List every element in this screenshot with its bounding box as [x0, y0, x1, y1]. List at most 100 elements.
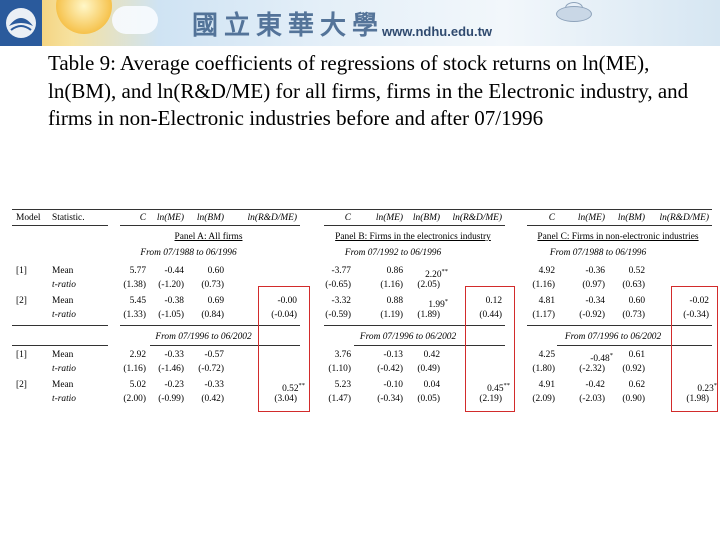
row-statistic: t-ratio: [52, 394, 76, 404]
header-coef-a-2: ln(BM): [196, 213, 224, 223]
table-cell-b-0: -3.77: [331, 266, 351, 276]
period-before-a: From 07/1988 to 06/1996: [140, 248, 237, 258]
table-cell-a-3: (-0.04): [271, 310, 297, 320]
table-cell-c-2: 0.52: [628, 266, 645, 276]
header-model: Model: [16, 213, 41, 223]
row-statistic: Mean: [52, 350, 74, 360]
table-cell-a-2: (-0.72): [198, 364, 224, 374]
row-statistic: Mean: [52, 266, 74, 276]
table-cell-c-2: (0.90): [622, 394, 645, 404]
ufo-icon: [556, 6, 592, 22]
table-cell-c-2: (0.63): [622, 280, 645, 290]
sun-decoration: [56, 0, 112, 34]
table-caption: Table 9: Average coefficients of regress…: [48, 51, 689, 130]
table-cell-a-0: (1.16): [123, 364, 146, 374]
school-name-logo: 國立東華大學: [192, 11, 385, 41]
highlight-box-rd-column: [671, 286, 718, 412]
mid-rule-2-a: [150, 345, 300, 346]
mid-rule-left: [12, 325, 108, 326]
header-rule-c: [527, 225, 712, 226]
table-cell-b-0: (1.47): [328, 394, 351, 404]
table-cell-a-2: -0.57: [204, 350, 224, 360]
table-cell-c-1: (-2.03): [579, 394, 605, 404]
table-cell-a-0: 5.45: [129, 296, 146, 306]
table-cell-b-1: 0.86: [386, 266, 403, 276]
panel-title-b: Panel B: Firms in the electronics indust…: [335, 232, 491, 242]
table-cell-c-0: 4.25: [538, 350, 555, 360]
table-cell-b-1: -0.13: [383, 350, 403, 360]
table-cell-c-1: (-2.32): [579, 364, 605, 374]
table-cell-b-0: (-0.65): [325, 280, 351, 290]
table-cell-c-0: (2.09): [532, 394, 555, 404]
header-rule-a: [120, 225, 300, 226]
row-statistic: t-ratio: [52, 280, 76, 290]
table-cell-b-2: 0.42: [423, 350, 440, 360]
table-cell-b-3: (0.44): [479, 310, 502, 320]
table-cell-a-0: 2.92: [129, 350, 146, 360]
table-cell-b-2: 1.99*: [428, 298, 448, 310]
table-cell-a-0: (1.38): [123, 280, 146, 290]
table-cell-a-0: (1.33): [123, 310, 146, 320]
header-coef-a-3: ln(R&D/ME): [247, 213, 297, 223]
table-cell-b-3: 0.12: [485, 296, 502, 306]
table-cell-a-0: 5.77: [129, 266, 146, 276]
table-cell-c-3: 0.23*: [697, 382, 717, 394]
mid-rule-b: [324, 325, 505, 326]
cloud-decoration: [112, 6, 158, 34]
table-cell-b-0: (-0.59): [325, 310, 351, 320]
table-cell-b-2: (1.89): [417, 310, 440, 320]
mid-rule-2-b: [354, 345, 505, 346]
table-cell-c-2: 0.62: [628, 380, 645, 390]
mid-rule-c: [527, 325, 712, 326]
table-cell-b-1: (1.19): [380, 310, 403, 320]
row-model: [1]: [16, 266, 27, 276]
row-model: [2]: [16, 296, 27, 306]
table-cell-a-2: (0.42): [201, 394, 224, 404]
table-cell-c-2: 0.61: [628, 350, 645, 360]
header-coef-a-0: C: [139, 213, 146, 223]
university-logo: [0, 0, 42, 46]
significance-mark: **: [441, 268, 449, 275]
table-cell-b-0: 5.23: [334, 380, 351, 390]
period-after-c: From 07/1996 to 06/2002: [564, 332, 662, 342]
table-cell-a-0: 5.02: [129, 380, 146, 390]
table-cell-a-3: 0.52**: [282, 382, 306, 394]
significance-mark: *: [609, 352, 613, 359]
table-cell-b-2: 2.20**: [425, 268, 449, 280]
significance-mark: **: [298, 382, 306, 389]
website-url: www.ndhu.edu.tw: [382, 24, 493, 39]
table-cell-c-1: (-0.92): [579, 310, 605, 320]
table-cell-c-0: 4.91: [538, 380, 555, 390]
table-cell-b-3: 0.45**: [487, 382, 510, 394]
table-cell-a-1: -0.23: [164, 380, 184, 390]
table-cell-a-1: -0.33: [164, 350, 184, 360]
table-cell-a-1: -0.44: [164, 266, 184, 276]
period-after-b: From 07/1996 to 06/2002: [359, 332, 457, 342]
mid-rule-a: [120, 325, 300, 326]
table-cell-b-0: 3.76: [334, 350, 351, 360]
table-cell-c-1: (0.97): [582, 280, 605, 290]
table-cell-a-1: (-1.20): [158, 280, 184, 290]
header-coef-c-3: ln(R&D/ME): [659, 213, 709, 223]
table-cell-c-3: (1.98): [686, 394, 709, 404]
table-cell-c-3: (-0.34): [683, 310, 709, 320]
table-top-rule: [12, 209, 712, 210]
table-cell-c-0: 4.92: [538, 266, 555, 276]
table-cell-c-0: (1.16): [532, 280, 555, 290]
table-cell-b-3: (2.19): [479, 394, 502, 404]
mid-rule-left-2: [12, 345, 108, 346]
table-cell-b-1: (-0.34): [377, 394, 403, 404]
table-cell-b-0: -3.32: [331, 296, 351, 306]
table-cell-c-1: -0.34: [585, 296, 605, 306]
header-coef-b-3: ln(R&D/ME): [452, 213, 502, 223]
row-model: [1]: [16, 350, 27, 360]
table-cell-b-2: (2.05): [417, 280, 440, 290]
table-cell-a-2: -0.33: [204, 380, 224, 390]
table-cell-b-2: (0.49): [417, 364, 440, 374]
table-cell-c-2: (0.92): [622, 364, 645, 374]
table-cell-a-2: (0.84): [201, 310, 224, 320]
table-cell-a-3: -0.00: [277, 296, 297, 306]
table-cell-b-2: 0.04: [423, 380, 440, 390]
row-statistic: Mean: [52, 296, 74, 306]
significance-mark: *: [713, 382, 717, 389]
